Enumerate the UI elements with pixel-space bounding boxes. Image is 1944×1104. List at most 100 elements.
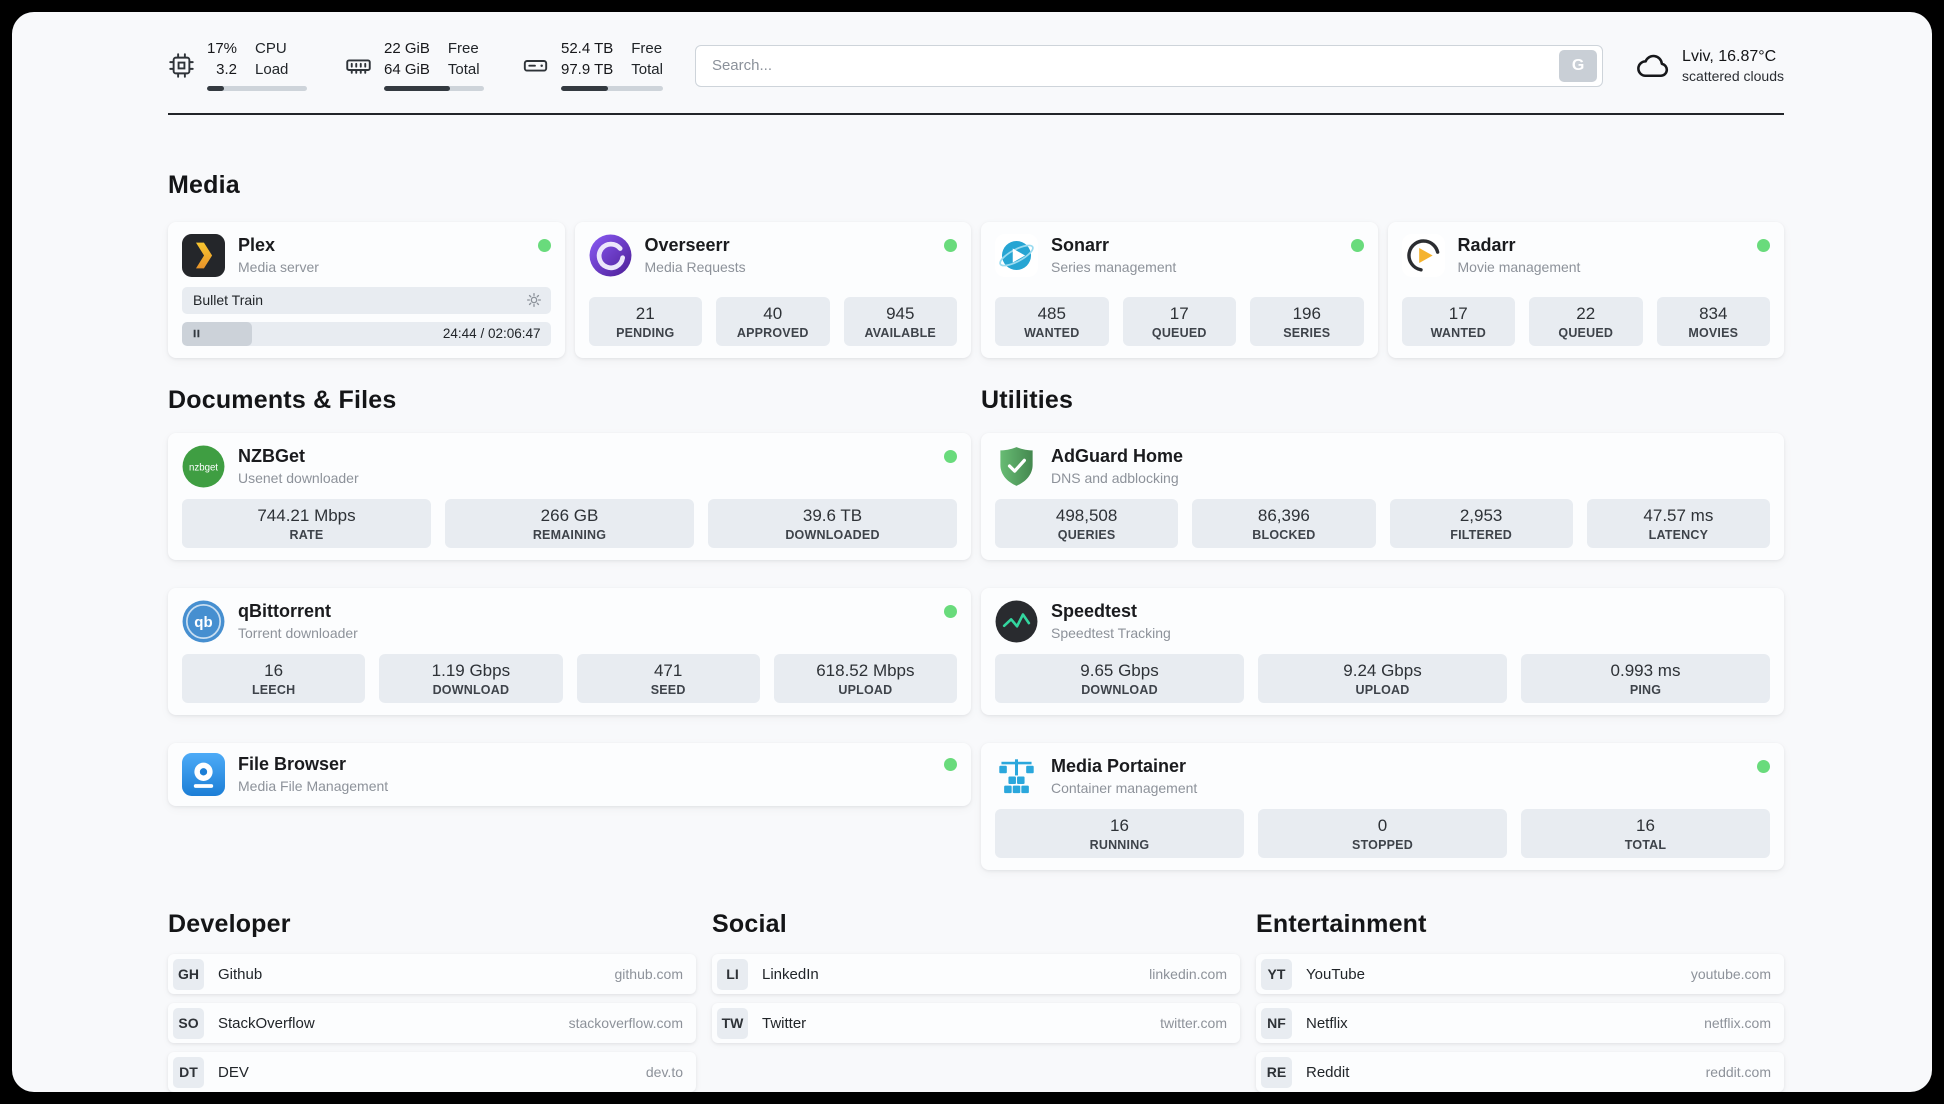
- svg-text:qb: qb: [194, 613, 212, 630]
- media-grid: Plex Media server Bullet Train 24:44 / 0…: [168, 221, 1784, 358]
- stat-leech: 16 LEECH: [182, 653, 366, 703]
- app-card-sonarr[interactable]: Sonarr Series management 485 WANTED 17 Q…: [981, 221, 1378, 358]
- app-name: Radarr: [1457, 234, 1516, 255]
- ram-widget: 22 GiB 64 GiB Free Total: [345, 40, 484, 91]
- bookmark-name: YouTube: [1306, 965, 1365, 983]
- bookmark-abbr: NF: [1261, 1007, 1292, 1039]
- app-name: Plex: [238, 234, 276, 255]
- bookmark-netflix[interactable]: NF Netflix netflix.com: [1256, 1003, 1784, 1044]
- stat-approved: 40 APPROVED: [716, 296, 830, 346]
- plex-icon: [182, 233, 225, 277]
- section-title-documents: Documents & Files: [168, 385, 397, 414]
- cpu-values: 17% 3.2: [207, 40, 237, 79]
- pause-icon[interactable]: [189, 326, 204, 341]
- header: 17% 3.2 CPU Load: [168, 40, 1784, 91]
- bookmark-url: netflix.com: [1704, 1015, 1771, 1032]
- stat-ping: 0.993 ms PING: [1521, 653, 1770, 703]
- stat-movies: 834 MOVIES: [1656, 296, 1770, 346]
- app-card-adguard[interactable]: AdGuard Home DNS and adblocking 498,508 …: [981, 432, 1784, 560]
- weather-widget[interactable]: Lviv, 16.87°C scattered clouds: [1635, 48, 1784, 84]
- bookmark-reddit[interactable]: RE Reddit reddit.com: [1256, 1052, 1784, 1092]
- cpu-percent: 17%: [207, 40, 238, 57]
- stat-pending: 21 PENDING: [588, 296, 702, 346]
- cloud-icon: [1635, 48, 1671, 84]
- bookmark-abbr: TW: [717, 1007, 748, 1039]
- bookmark-name: Netflix: [1306, 1014, 1348, 1032]
- stat-filtered: 2,953 FILTERED: [1389, 498, 1573, 548]
- app-subtitle: Media Requests: [644, 258, 746, 275]
- dashboard-frame: 17% 3.2 CPU Load: [12, 12, 1932, 1092]
- bookmark-stackoverflow[interactable]: SO StackOverflow stackoverflow.com: [168, 1003, 696, 1044]
- status-online-dot: [537, 238, 551, 252]
- search-bar: G: [694, 44, 1604, 87]
- qbittorrent-icon: qb: [182, 600, 225, 643]
- app-name: Overseerr: [644, 234, 730, 255]
- bookmark-abbr: RE: [1261, 1056, 1292, 1088]
- bookmark-dev[interactable]: DT DEV dev.to: [168, 1052, 696, 1092]
- app-card-qbittorrent[interactable]: qb qBittorrent Torrent downloader 16 LEE…: [168, 587, 971, 715]
- playback-progress-bar[interactable]: 24:44 / 02:06:47: [182, 321, 551, 346]
- search-engine-button[interactable]: G: [1559, 49, 1598, 82]
- bookmark-url: dev.to: [645, 1064, 683, 1081]
- bookmark-linkedin[interactable]: LI LinkedIn linkedin.com: [712, 954, 1240, 995]
- ram-total: 64 GiB: [384, 61, 430, 78]
- stat-remaining: 266 GB REMAINING: [445, 498, 694, 548]
- speedtest-icon: [995, 600, 1038, 643]
- app-card-radarr[interactable]: Radarr Movie management 17 WANTED 22 QUE…: [1387, 221, 1784, 358]
- cpu-widget: 17% 3.2 CPU Load: [168, 40, 307, 91]
- app-subtitle: Media File Management: [238, 777, 389, 794]
- ram-progress-bar: [384, 86, 484, 91]
- adguard-icon: [995, 445, 1038, 488]
- app-card-filebrowser[interactable]: File Browser Media File Management: [168, 742, 971, 806]
- app-subtitle: Torrent downloader: [238, 624, 358, 641]
- bookmark-abbr: YT: [1261, 958, 1292, 990]
- filebrowser-icon: [182, 752, 225, 796]
- app-subtitle: Container management: [1051, 779, 1198, 796]
- status-online-dot: [944, 449, 957, 463]
- bookmark-github[interactable]: GH Github github.com: [168, 954, 696, 995]
- app-name: File Browser: [238, 753, 347, 774]
- bookmark-name: Reddit: [1306, 1063, 1350, 1081]
- bookmark-name: DEV: [218, 1063, 249, 1081]
- cpu-icon: [168, 52, 195, 79]
- stat-blocked: 86,396 BLOCKED: [1192, 498, 1376, 548]
- app-subtitle: Series management: [1051, 258, 1177, 275]
- bookmark-url: linkedin.com: [1149, 966, 1227, 983]
- svg-text:nzbget: nzbget: [189, 462, 218, 473]
- bookmark-youtube[interactable]: YT YouTube youtube.com: [1256, 954, 1784, 995]
- app-card-portainer[interactable]: Media Portainer Container management 16 …: [981, 742, 1784, 870]
- app-subtitle: Usenet downloader: [238, 469, 359, 486]
- app-card-plex[interactable]: Plex Media server Bullet Train 24:44 / 0…: [168, 221, 565, 358]
- section-title-entertainment: Entertainment: [1256, 909, 1427, 938]
- app-name: Speedtest: [1051, 600, 1138, 621]
- stat-total: 16 TOTAL: [1521, 808, 1770, 858]
- app-name: NZBGet: [238, 445, 305, 466]
- bookmark-url: stackoverflow.com: [568, 1015, 683, 1032]
- app-subtitle: DNS and adblocking: [1051, 469, 1179, 486]
- radarr-icon: [1401, 233, 1445, 277]
- status-online-dot: [944, 757, 957, 771]
- search-input[interactable]: [695, 57, 1560, 74]
- ram-free: 22 GiB: [384, 40, 430, 57]
- ram-labels: Free Total: [447, 40, 480, 78]
- bookmark-twitter[interactable]: TW Twitter twitter.com: [712, 1003, 1240, 1044]
- bookmark-url: twitter.com: [1160, 1015, 1227, 1032]
- bookmark-name: StackOverflow: [218, 1014, 315, 1032]
- app-card-speedtest[interactable]: Speedtest Speedtest Tracking 9.65 Gbps D…: [981, 587, 1784, 715]
- stat-queued: 22 QUEUED: [1529, 296, 1643, 346]
- bookmark-url: github.com: [614, 966, 683, 983]
- bookmarks: Developer GH Github github.com SO StackO…: [168, 909, 1784, 1092]
- app-card-overseerr[interactable]: Overseerr Media Requests 21 PENDING 40 A…: [574, 221, 971, 358]
- now-playing-title: Bullet Train: [193, 292, 264, 309]
- stat-wanted: 485 WANTED: [995, 296, 1109, 346]
- stat-download: 9.65 Gbps DOWNLOAD: [995, 653, 1244, 703]
- bookmark-name: Github: [218, 965, 263, 983]
- disk-total: 97.9 TB: [561, 61, 614, 78]
- disk-free: 52.4 TB: [561, 40, 614, 57]
- status-online-dot: [944, 238, 957, 252]
- bookmark-abbr: GH: [173, 958, 204, 990]
- app-card-nzbget[interactable]: nzbget NZBGet Usenet downloader 744.21 M…: [168, 432, 971, 560]
- section-title-media: Media: [168, 171, 240, 199]
- cpu-load-value: 3.2: [216, 61, 238, 78]
- gear-icon[interactable]: [526, 292, 542, 308]
